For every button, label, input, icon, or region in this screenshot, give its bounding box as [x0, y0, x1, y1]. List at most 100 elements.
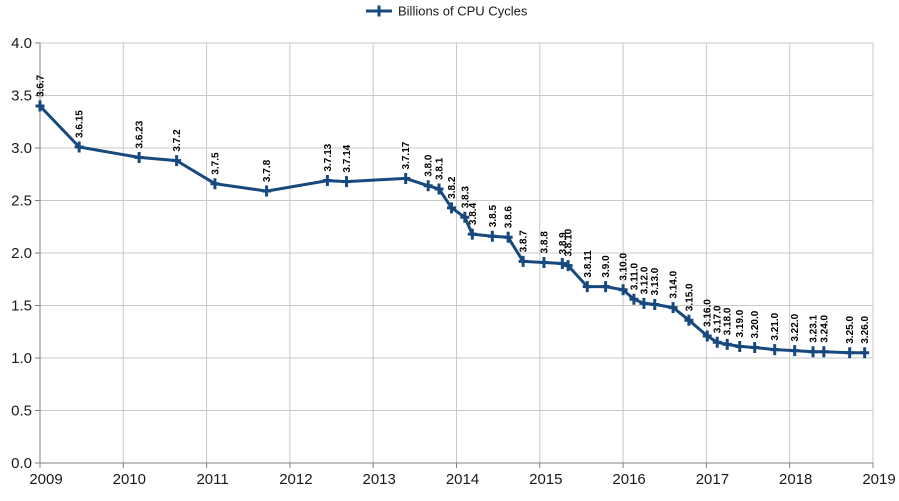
x-tick-label: 2011: [196, 471, 228, 488]
data-point-label: 3.20.0: [750, 310, 761, 338]
data-point-marker-icon: [134, 151, 144, 163]
y-axis-labels: 0.0 0.5 1.0 1.5 2.0 2.5 3.0 3.5 4.0: [11, 35, 32, 472]
data-point-label: 3.13.0: [650, 267, 661, 295]
y-tick-label: 0.0: [11, 455, 32, 472]
legend-label: Billions of CPU Cycles: [398, 4, 528, 19]
data-point-marker-icon: [639, 297, 649, 309]
data-point-marker-icon: [808, 346, 818, 358]
data-point-label: 3.7.14: [342, 144, 353, 172]
y-tick-label: 0.5: [11, 403, 32, 420]
y-tick-label: 3.5: [11, 88, 32, 105]
data-point-marker-icon: [467, 228, 477, 240]
data-point-marker-icon: [322, 175, 332, 187]
data-point-label: 3.8.3: [460, 186, 471, 209]
data-point-label: 3.8.11: [583, 250, 594, 278]
data-point-marker-icon: [74, 141, 84, 153]
axis-ticks: [35, 42, 874, 468]
data-point-label: 3.8.10: [564, 228, 575, 256]
x-tick-label: 2009: [29, 471, 62, 488]
data-point-label: 3.6.15: [75, 110, 86, 138]
data-point-marker-icon: [735, 340, 745, 352]
y-tick-label: 2.5: [11, 193, 32, 210]
data-point-label: 3.26.0: [860, 316, 871, 344]
gridlines: [40, 42, 874, 463]
data-point-marker-icon: [750, 342, 760, 353]
data-point-label: 3.8.6: [504, 206, 515, 229]
data-point-marker-icon: [401, 172, 411, 184]
data-point-label: 3.12.0: [639, 266, 650, 294]
data-point-marker-icon: [563, 260, 573, 272]
x-tick-label: 2018: [779, 471, 812, 488]
data-point-label: 3.18.0: [723, 307, 734, 335]
data-point-marker-icon: [557, 258, 567, 269]
data-point-marker-icon: [702, 330, 712, 342]
data-point-label: 3.8.5: [488, 205, 499, 228]
data-point-marker-icon: [503, 231, 513, 243]
x-tick-label: 2016: [612, 471, 645, 488]
data-point-label: 3.8.7: [519, 230, 530, 253]
y-tick-label: 4.0: [11, 35, 32, 52]
data-point-label: 3.7.2: [172, 129, 183, 152]
data-point-label: 3.23.1: [809, 314, 820, 342]
data-point-marker-icon: [172, 155, 182, 167]
y-tick-label: 3.0: [11, 140, 32, 157]
x-tick-label: 2013: [363, 471, 396, 488]
data-point-marker-icon: [460, 211, 470, 223]
data-point-label: 3.14.0: [669, 270, 680, 298]
data-point-marker-icon: [712, 336, 722, 348]
data-point-labels: 3.6.7 3.6.15 3.6.23 3.7.2 3.7.5 3.7.8 3.7.13 3.…: [36, 74, 872, 343]
x-tick-label: 2019: [862, 471, 895, 488]
data-point-label: 3.17.0: [713, 305, 724, 333]
data-point-marker-icon: [518, 255, 528, 267]
data-point-marker-icon: [210, 178, 220, 190]
data-point-marker-icon: [601, 281, 611, 293]
data-point-label: 3.8.8: [539, 231, 550, 254]
data-point-label: 3.6.23: [135, 120, 146, 148]
x-axis-labels: 2009 2010 2011 2012 2013 2014 2015 2016 2017 2018…: [29, 471, 895, 488]
data-point-label: 3.16.0: [703, 299, 714, 327]
data-point-marker-icon: [618, 284, 628, 296]
data-point-marker-icon: [629, 293, 639, 305]
data-point-marker-icon: [684, 314, 694, 326]
data-point-marker-icon: [819, 346, 829, 358]
data-point-marker-icon: [539, 256, 549, 268]
data-point-marker-icon: [342, 176, 352, 188]
x-tick-label: 2010: [113, 471, 146, 488]
y-tick-label: 1.0: [11, 350, 32, 367]
y-tick-label: 1.5: [11, 298, 32, 315]
data-point-marker-icon: [722, 338, 732, 350]
data-point-label: 3.8.2: [447, 176, 458, 199]
data-point-label: 3.21.0: [770, 312, 781, 340]
data-point-label: 3.9.0: [601, 255, 612, 278]
data-point-label: 3.10.0: [619, 253, 630, 281]
data-point-label: 3.11.0: [629, 263, 640, 291]
x-tick-label: 2015: [529, 471, 562, 488]
data-point-label: 3.19.0: [735, 309, 746, 337]
data-point-marker-icon: [423, 180, 433, 192]
data-point-marker-icon: [487, 230, 497, 242]
data-point-label: 3.6.7: [36, 74, 47, 97]
data-point-label: 3.25.0: [845, 316, 856, 344]
data-point-marker-icon: [35, 100, 45, 112]
data-point-markers: [35, 100, 870, 359]
data-point-marker-icon: [860, 347, 870, 359]
x-tick-label: 2017: [696, 471, 729, 488]
data-point-marker-icon: [790, 345, 800, 357]
data-point-marker-icon: [845, 347, 855, 359]
data-point-label: 3.7.5: [210, 152, 221, 175]
data-point-marker-icon: [668, 302, 678, 314]
data-point-marker-icon: [650, 298, 660, 310]
data-point-marker-icon: [582, 281, 592, 293]
data-point-label: 3.8.1: [435, 157, 446, 180]
data-point-label: 3.15.0: [684, 283, 695, 311]
x-tick-label: 2012: [279, 471, 312, 488]
data-point-label: 3.24.0: [819, 314, 830, 342]
data-point-marker-icon: [434, 183, 444, 195]
y-tick-label: 2.0: [11, 245, 32, 262]
data-point-marker-icon: [770, 344, 780, 356]
data-point-label: 3.8.4: [468, 202, 479, 225]
data-point-label: 3.7.13: [323, 143, 334, 171]
data-point-label: 3.8.9: [558, 232, 569, 255]
